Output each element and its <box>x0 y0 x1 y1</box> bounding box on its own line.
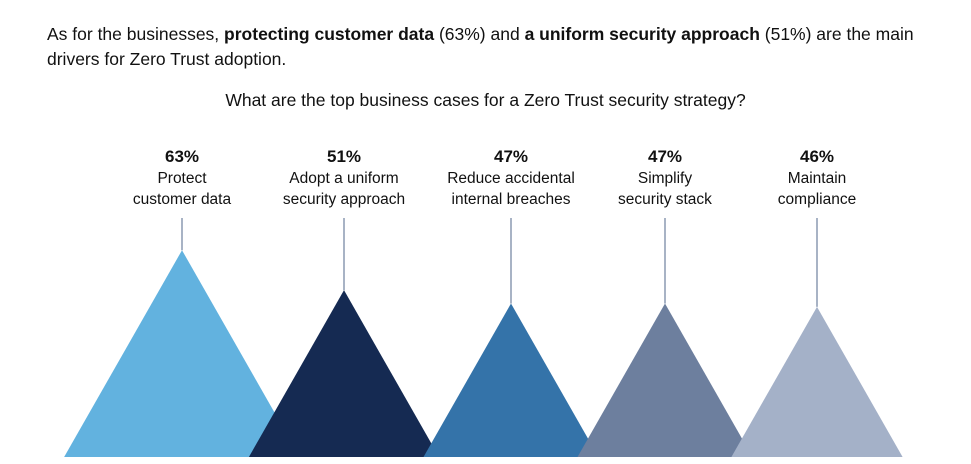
intro-text-part: (63%) and <box>434 24 525 44</box>
value-label: 47% <box>493 147 529 166</box>
intro-text-part: (51%) are the main drivers for Zero Trus… <box>47 24 914 69</box>
category-label: 47% Simplify security stack <box>580 146 750 210</box>
category-label-line: Adopt a uniform <box>289 170 399 187</box>
intro-bold-uniform-approach: a uniform security approach <box>524 24 760 44</box>
category-label-line: Protect <box>157 170 207 187</box>
category-label-line: customer data <box>132 191 232 208</box>
value-label: 47% <box>647 147 683 166</box>
category-label-line: internal breaches <box>451 191 571 208</box>
category-label-line: security stack <box>618 191 712 208</box>
value-label: 46% <box>799 147 835 166</box>
intro-text: As for the businesses, protecting custom… <box>47 22 947 72</box>
category-label-line: Maintain <box>787 170 847 187</box>
chart-title: What are the top business cases for a Ze… <box>225 90 746 110</box>
category-label: 51% Adopt a uniform security approach <box>259 146 429 210</box>
category-label: 46% Maintain compliance <box>732 146 902 210</box>
triangle-mark <box>731 306 903 457</box>
triangle-mark <box>423 303 599 457</box>
intro-bold-customer-data: protecting customer data <box>224 24 435 44</box>
category-label-line: compliance <box>777 191 857 208</box>
triangle-mark <box>248 290 440 457</box>
category-label-line: security approach <box>282 191 406 208</box>
triangle-mark <box>64 250 300 457</box>
category-label-line: Reduce accidental <box>447 170 575 187</box>
category-label: 47% Reduce accidental internal breaches <box>426 146 596 210</box>
category-label: 63% Protect customer data <box>97 146 267 210</box>
category-label-line: Simplify <box>637 170 693 187</box>
triangle-mark <box>577 303 753 457</box>
value-label: 51% <box>326 147 362 166</box>
value-label: 63% <box>164 147 200 166</box>
intro-text-part: As for the businesses, <box>47 24 225 44</box>
